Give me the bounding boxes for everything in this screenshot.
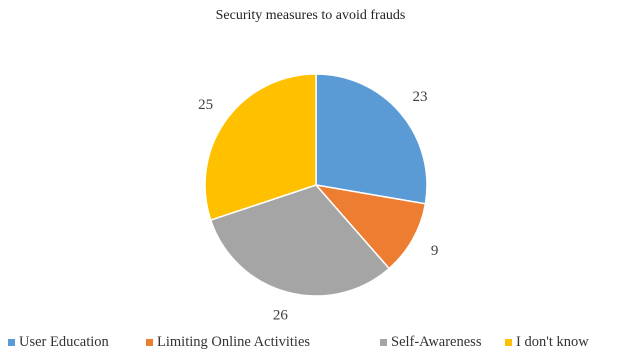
pie-slice-user-education [315, 73, 428, 205]
legend-label-i-dont-know: I don't know [516, 334, 589, 350]
legend-swatch-user-education [8, 339, 15, 346]
chart-title: Security measures to avoid frauds [215, 8, 406, 23]
data-label-i-don-t-know: 25 [198, 97, 213, 113]
legend-item-i-dont-know: I don't know [505, 334, 589, 351]
data-label-self-awareness: 26 [273, 308, 289, 324]
pie-slice-limiting-online-activities [314, 183, 427, 270]
data-label-limiting-online-activities: 9 [431, 243, 439, 259]
pie-data-labels: 23 9 26 25 [198, 89, 438, 324]
legend-label-user-education: User Education [19, 334, 109, 350]
legend: User Education Limiting Online Activitie… [0, 334, 621, 352]
legend-swatch-limiting-online-activities [146, 339, 153, 346]
data-label-user-education: 23 [413, 89, 428, 105]
legend-item-user-education: User Education [8, 334, 109, 351]
pie-slice-self-awareness [209, 184, 391, 297]
legend-swatch-self-awareness [380, 339, 387, 346]
legend-item-limiting-online-activities: Limiting Online Activities [146, 334, 310, 351]
pie-slices [204, 73, 428, 297]
legend-label-self-awareness: Self-Awareness [391, 334, 482, 350]
legend-swatch-i-dont-know [505, 339, 512, 346]
legend-label-limiting-online-activities: Limiting Online Activities [157, 334, 311, 350]
pie-slice-i-don-t-know [204, 73, 317, 222]
legend-item-self-awareness: Self-Awareness [380, 334, 481, 351]
